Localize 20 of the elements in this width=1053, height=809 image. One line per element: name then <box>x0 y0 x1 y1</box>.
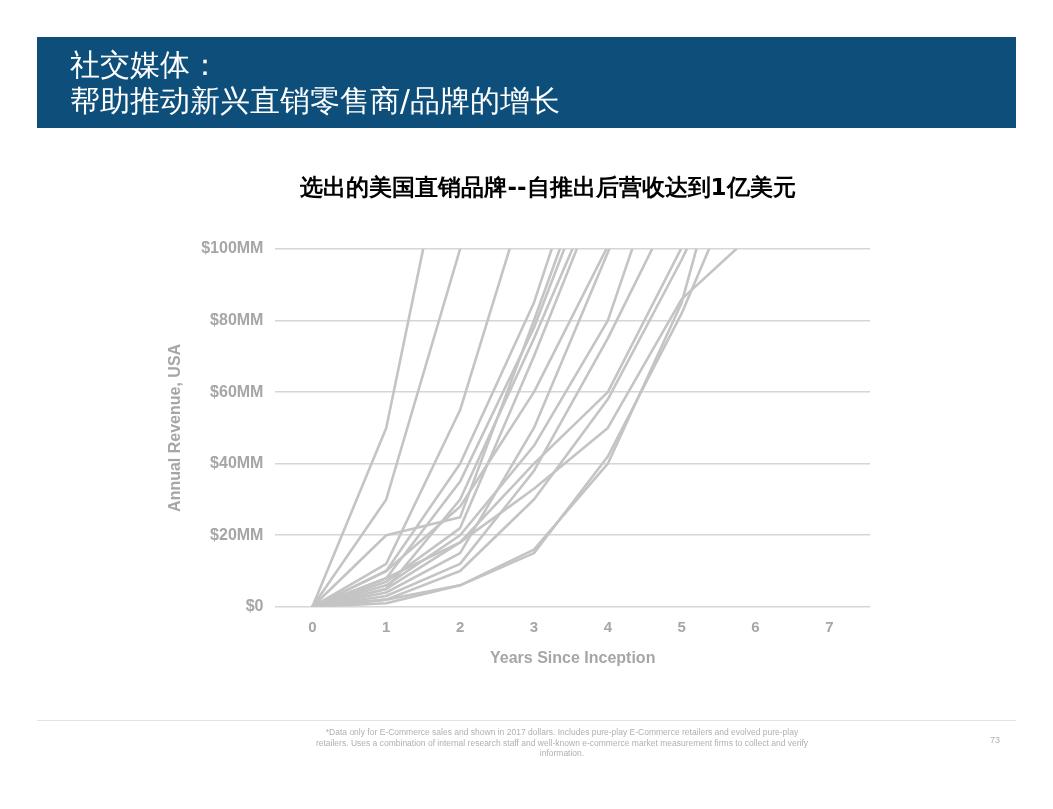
y-tick-label: $0 <box>245 597 264 615</box>
y-tick-label: $60MM <box>210 382 264 400</box>
y-tick-label: $80MM <box>210 310 264 328</box>
text: 73 <box>989 735 1000 746</box>
y-tick-label: $40MM <box>210 454 264 472</box>
y-tick-label: $100MM <box>201 239 264 257</box>
y-axis-title: Annual Revenue, USA <box>166 343 184 512</box>
x-tick-label: 3 <box>529 617 539 635</box>
x-axis-title: Years Since Inception <box>490 648 656 666</box>
x-tick-label: 6 <box>751 617 760 635</box>
x-tick-label: 5 <box>677 617 686 635</box>
chart-title: 社交媒体：帮助推动新兴直销零售商/品牌的增长 <box>70 47 560 119</box>
y-tick-label: $20MM <box>210 525 264 543</box>
x-tick-label: 4 <box>603 617 613 635</box>
x-tick-label: 1 <box>382 617 391 635</box>
chart-subtitle: 选出的美国直销品牌--自推出后营收达到1亿美元 <box>299 173 797 201</box>
x-tick-label: 7 <box>825 617 834 635</box>
text: *Data only for E-Commerce sales and shown in 2017 dollars. Includes pure-play E-Commerce retailers and evolved pure-play retailers. Uses a combination of internal research staff and well-known e-commerce market measurement firms to collect and verify information. <box>314 727 810 759</box>
x-tick-label: 0 <box>308 617 317 635</box>
x-tick-label: 2 <box>455 617 465 635</box>
